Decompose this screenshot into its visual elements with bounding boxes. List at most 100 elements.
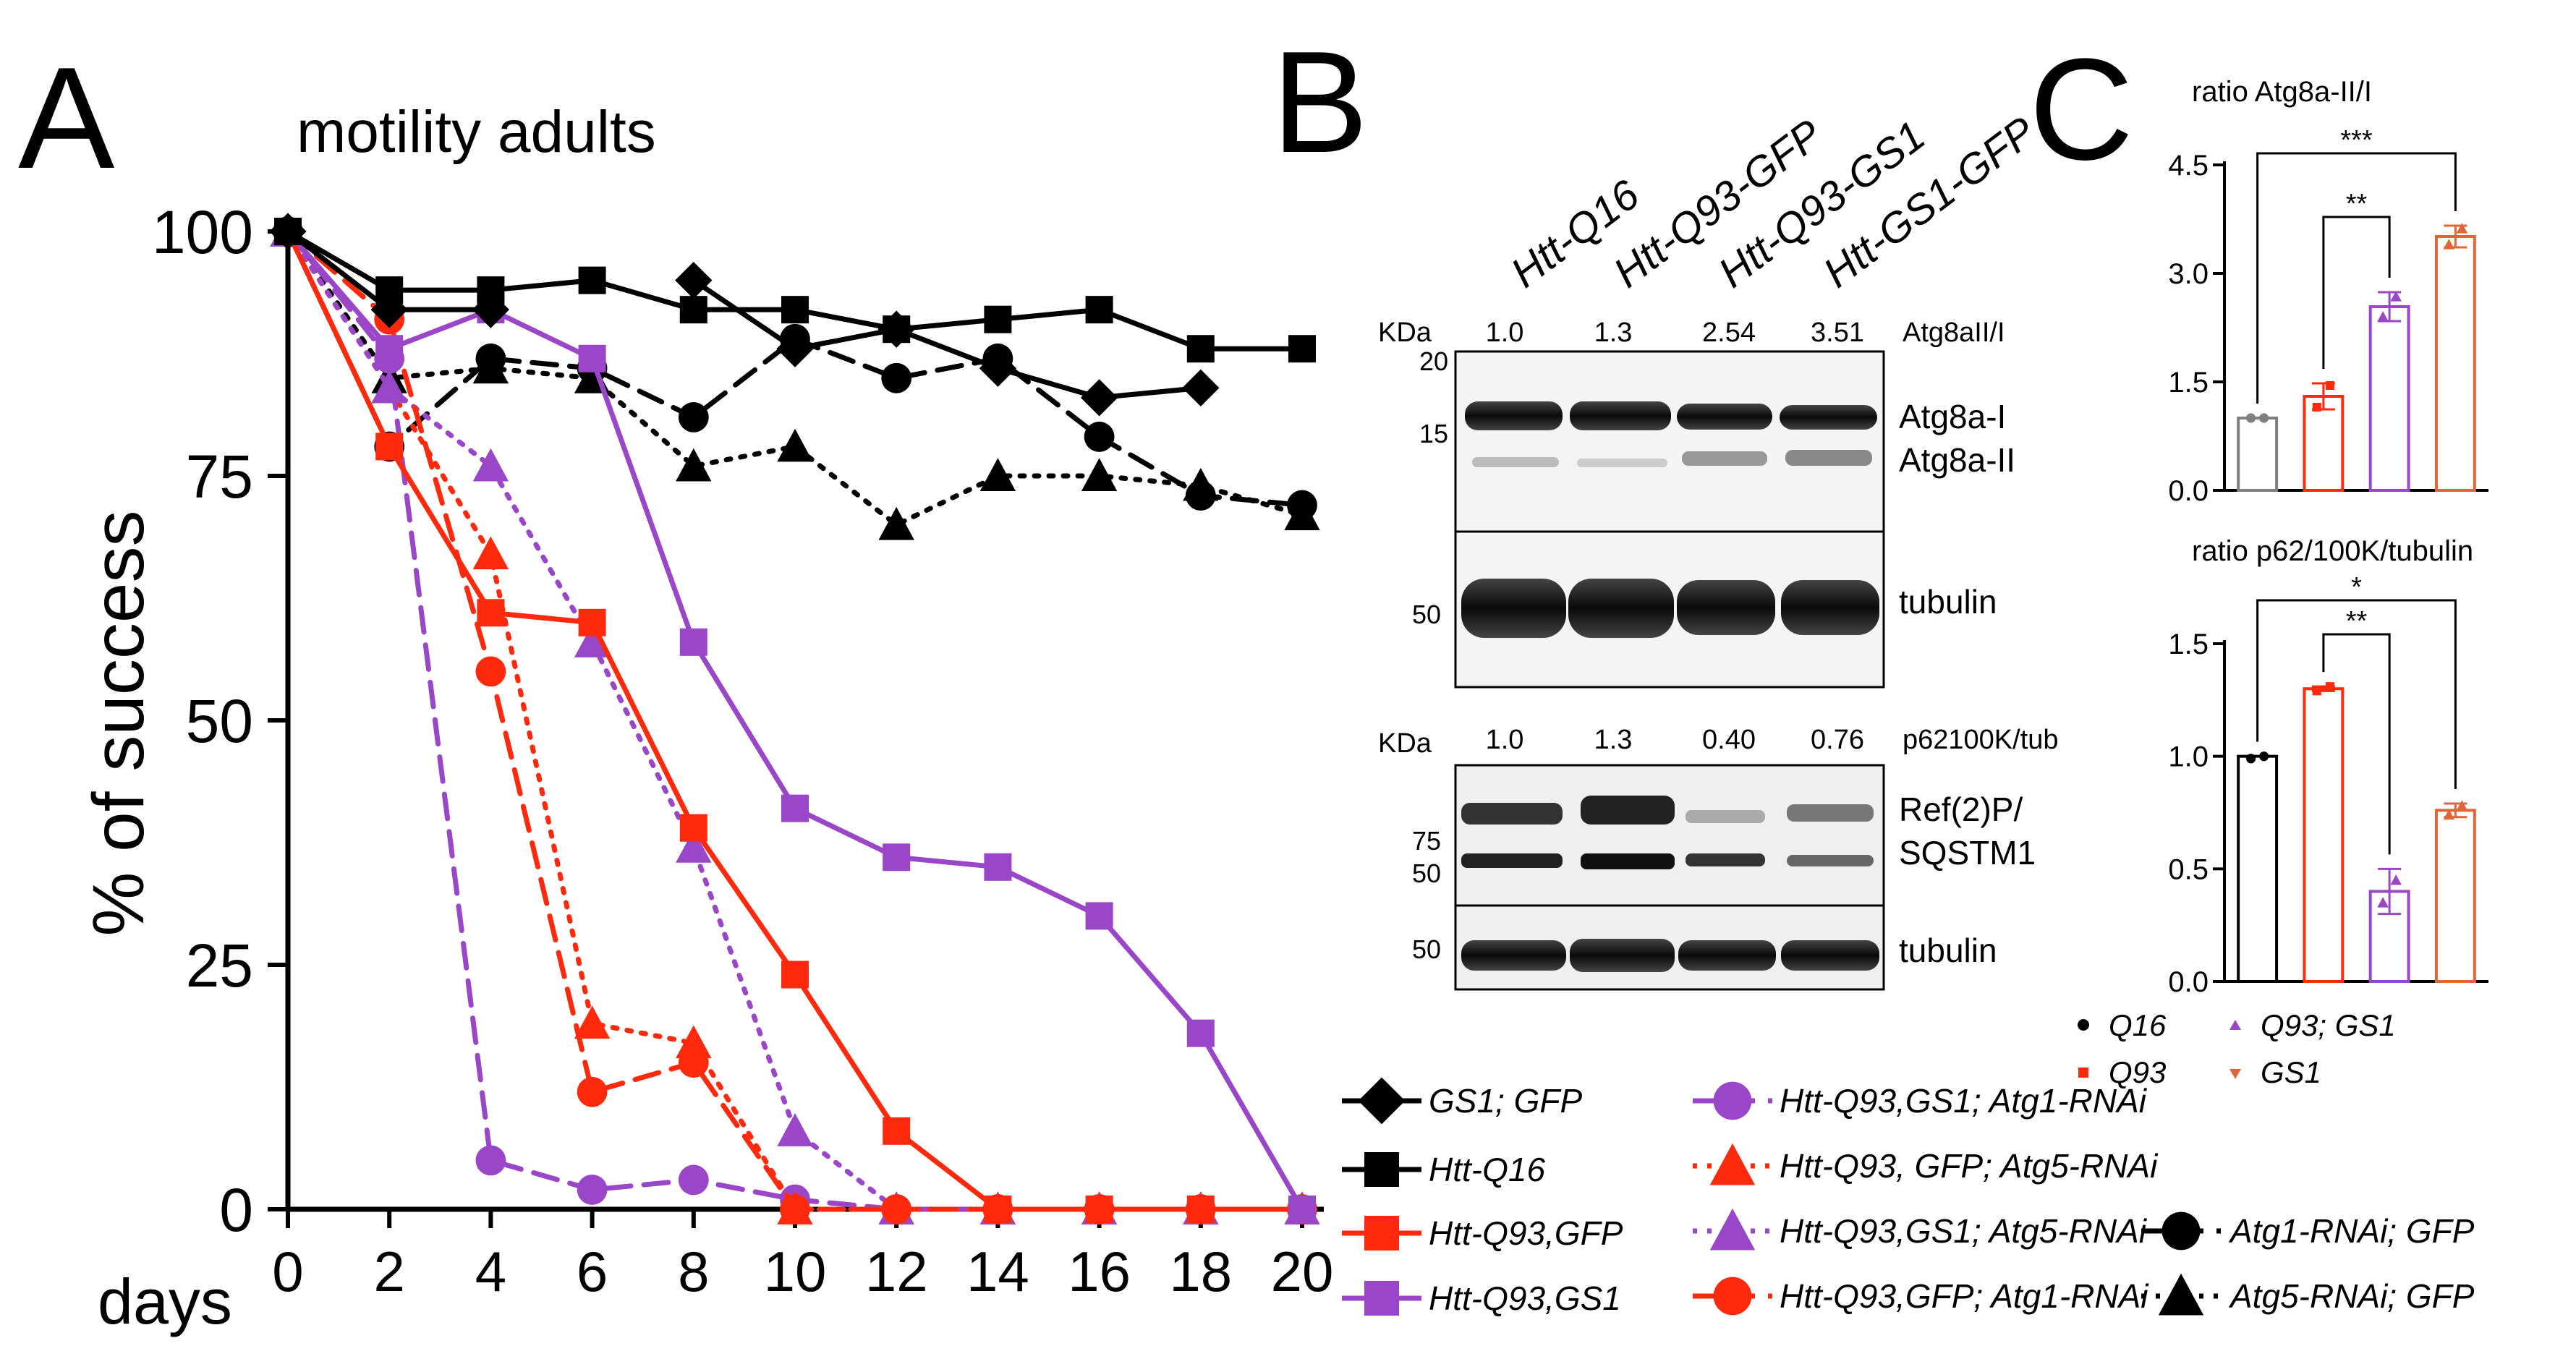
legend-marker-htt-q93-gs1-atg1-rnai: [1713, 1081, 1752, 1120]
c-point-q93-gs1: [2377, 897, 2389, 908]
point-htt-q93-gfp-atg5-rnai-day-8: [676, 1025, 712, 1059]
c-significance-label: **: [2346, 189, 2368, 219]
point-htt-q93-gfp-atg1-rnai-day-10: [780, 1194, 810, 1224]
point-gs1-gfp-day-16: [1080, 379, 1118, 417]
legend-label-htt-q93-gs1-atg5-rnai: Htt-Q93,GS1; Atg5-RNAi: [1780, 1212, 2148, 1250]
point-atg1-rnai-gfp-day-18: [1185, 480, 1216, 511]
a-xtick-label: 8: [678, 1240, 709, 1303]
series-htt-q93-gfp-atg1-rnai: [273, 216, 1317, 1224]
bottom-ratio-2: 1.3: [1594, 725, 1633, 755]
point-htt-q16-day-0: [274, 218, 302, 245]
c-point-q93: [2312, 686, 2321, 696]
point-gs1-gfp-day-10: [776, 330, 814, 367]
point-htt-q93-gfp-day-6: [578, 608, 606, 636]
point-htt-q93-gfp-atg1-rnai-day-8: [678, 1047, 709, 1078]
c-ytick-label: 4.5: [2168, 150, 2209, 182]
c-legend: Q16 Q93 Q93; GS1 GS1: [2078, 1008, 2396, 1089]
point-atg1-rnai-gfp-day-20: [1287, 490, 1317, 521]
legend-marker-htt-q93-gfp: [1364, 1216, 1399, 1251]
c-ytick-label: 0.0: [2168, 966, 2209, 998]
series-line-atg1-rnai-gfp: [285, 229, 1305, 508]
legend-marker-atg1-rnai-gfp: [2161, 1211, 2201, 1251]
c-bar-gs1: [2434, 235, 2476, 492]
legend-marker-htt-q93-gs1: [1364, 1281, 1399, 1316]
point-htt-q93-gfp-day-18: [1186, 1196, 1215, 1223]
bottom-ratio-1: 1.0: [1486, 725, 1524, 755]
legend-label-htt-q93-gfp: Htt-Q93,GFP: [1429, 1214, 1623, 1252]
a-x-label: days: [98, 1266, 232, 1337]
a-xtick-label: 18: [1169, 1240, 1232, 1303]
legend-label-atg5-rnai-gfp: Atg5-RNAi; GFP: [2228, 1277, 2475, 1315]
tubulin-bands-bottom: [1461, 939, 1879, 972]
point-htt-q93-gs1-day-20: [1288, 1196, 1316, 1223]
point-atg5-rnai-gfp-day-12: [878, 506, 914, 540]
panel-a-legend: GS1; GFP Htt-Q16 Htt-Q93,GFP Htt-Q93,GS1 Htt…: [1342, 1077, 2475, 1317]
band-tubulin-bottom: tubulin: [1899, 932, 1997, 969]
point-htt-q93-gs1-atg1-rnai-day-4: [475, 1145, 506, 1176]
legend-label-htt-q16: Htt-Q16: [1429, 1151, 1545, 1188]
legend-label-htt-q93-gfp-atg5-rnai: Htt-Q93, GFP; Atg5-RNAi: [1780, 1147, 2159, 1185]
point-htt-q16-day-8: [679, 296, 707, 324]
a-x-ticks: 0 2 4 6 8 10 12 14 16 18 20: [272, 1209, 1333, 1303]
a-y-label: % of success: [78, 510, 159, 936]
series-gs1-gfp: [269, 213, 1220, 417]
series-atg5-rnai-gfp: [270, 213, 1320, 540]
point-htt-q16-day-18: [1186, 335, 1215, 363]
series-htt-q93-gs1: [274, 218, 1316, 1223]
top-kda-label: KDa: [1378, 318, 1432, 348]
a-xtick-label: 4: [475, 1240, 506, 1303]
c-bottom-chart: 0.00.51.01.5***: [2168, 572, 2488, 998]
c-point-gs1: [2456, 800, 2468, 811]
series-line-htt-q93-gfp-atg1-rnai: [285, 229, 1305, 1212]
series-htt-q16: [274, 218, 1316, 363]
bottom-marker-50b: 50: [1412, 934, 1441, 964]
c-point-q93-gs1: [2377, 311, 2389, 322]
point-htt-q93-gfp-atg1-rnai-day-4: [475, 656, 506, 687]
point-gs1-gfp-day-8: [675, 261, 713, 299]
point-atg1-rnai-gfp-day-8: [678, 401, 709, 433]
p62-bands: [1461, 796, 1874, 869]
series-line-htt-q93-gfp: [285, 229, 1305, 1212]
point-htt-q93-gfp-day-4: [477, 599, 505, 627]
a-xtick-label: 6: [577, 1240, 608, 1303]
point-htt-q93-gs1-atg5-rnai-day-6: [574, 624, 611, 657]
legend-marker-gs1-gfp: [1358, 1077, 1406, 1125]
panel-a-title: motility adults: [297, 99, 656, 165]
band-atg8a-i: Atg8a-I: [1899, 398, 2006, 435]
point-htt-q93-gs1-atg5-rnai-day-8: [676, 830, 712, 863]
legend-marker-htt-q93-gs1-atg5-rnai: [1709, 1208, 1756, 1251]
bottom-ratio-4: 0.76: [1811, 725, 1864, 755]
point-htt-q16-day-6: [578, 266, 606, 294]
point-htt-q93-gfp-atg1-rnai-day-6: [577, 1076, 608, 1107]
a-ytick-label: 75: [186, 443, 253, 511]
point-atg5-rnai-gfp-day-8: [676, 448, 712, 482]
top-ratio-2: 1.3: [1594, 318, 1633, 348]
c-bar-gs1: [2434, 809, 2476, 984]
legend-label-gs1-gfp: GS1; GFP: [1429, 1082, 1582, 1120]
series-line-htt-q93-gfp-atg5-rnai: [285, 229, 1305, 1212]
bottom-marker-50a: 50: [1412, 859, 1441, 888]
series-atg1-rnai-gfp: [273, 216, 1317, 521]
panel-b: B Htt-Q16 Htt-Q93-GFP Htt-Q93-GS1 Htt-GS…: [1272, 22, 2059, 991]
bottom-kda-label: KDa: [1378, 728, 1432, 759]
c-legend-q93: Q93: [2109, 1055, 2166, 1089]
c-point-q93: [2325, 381, 2334, 390]
point-htt-q16-day-12: [883, 315, 911, 344]
c-significance-label: ***: [2340, 125, 2373, 156]
point-gs1-gfp-day-18: [1182, 369, 1220, 406]
panel-a: A motility adults 0 25 50 75 100 0 2 4 6 8 10 12 14…: [18, 38, 1333, 1337]
c-significance-bracket: [2322, 633, 2391, 855]
point-htt-q93-gfp-atg5-rnai-day-4: [472, 536, 509, 570]
c-ytick-label: 1.0: [2168, 741, 2209, 773]
c-point-q93: [2312, 403, 2321, 412]
a-xtick-label: 0: [272, 1240, 303, 1303]
point-htt-q93-gfp-atg5-rnai-day-6: [574, 1005, 611, 1039]
band-atg8a-ii: Atg8a-II: [1899, 441, 2015, 479]
tubulin-bands-top: [1461, 579, 1879, 638]
series-line-atg5-rnai-gfp: [285, 229, 1305, 528]
bottom-ratio-label: p62100K/tub: [1903, 725, 2059, 755]
a-xtick-label: 2: [374, 1240, 405, 1303]
a-ytick-label: 50: [186, 687, 253, 755]
point-htt-q93-gfp-day-14: [984, 1196, 1012, 1223]
